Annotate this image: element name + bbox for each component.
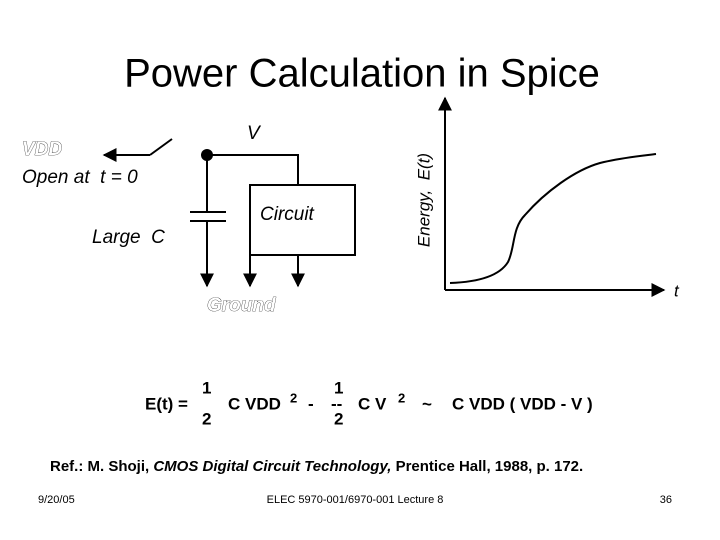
eq-exp: 2 [398, 390, 405, 405]
circuit-box [249, 184, 356, 256]
title: Power Calculation in Spice [124, 52, 600, 96]
eq-den: 2 [334, 409, 343, 428]
eq-op: - [308, 394, 314, 413]
ref-prefix: Ref.: M. Shoji, [50, 458, 153, 475]
reference: Ref.: M. Shoji, CMOS Digital Circuit Tec… [50, 458, 583, 475]
footer-page: 36 [660, 494, 672, 506]
switch [149, 138, 173, 156]
eq-term: C V [358, 394, 387, 413]
energy-plot: Energy, E(t) t [414, 96, 680, 300]
capacitor [190, 155, 226, 282]
wire [207, 154, 299, 185]
energy-curve [449, 153, 657, 284]
v-label: V [247, 123, 262, 144]
ref-suffix: Prentice Hall, 1988, p. 172. [391, 458, 583, 475]
footer-date: 9/20/05 [38, 494, 75, 506]
circuit-diagram: VDD Open at t = 0 V Large C Circuit Grou… [22, 123, 356, 316]
eq-num: 1 [202, 378, 211, 397]
eq-rhs: C VDD ( VDD - V ) [452, 394, 593, 413]
equation: E(t) = 1 2 C VDD 2 - 1 -- 2 C V 2 ~ C VD… [145, 378, 593, 428]
vdd-label: VDD [22, 139, 62, 160]
cap-label: Large C [92, 227, 165, 248]
eq-lhs: E(t) = [145, 394, 188, 413]
y-axis-label: Energy, E(t) [414, 153, 433, 247]
eq-term: C VDD [228, 394, 281, 413]
ground-label: Ground [207, 295, 276, 316]
eq-den: 2 [202, 409, 211, 428]
eq-num: 1 [334, 378, 343, 397]
footer-course: ELEC 5970-001/6970-001 Lecture 8 [267, 494, 444, 506]
eq-op: ~ [422, 394, 432, 413]
switch-label: Open at t = 0 [22, 167, 138, 188]
circuit-label: Circuit [260, 204, 315, 225]
ref-book: CMOS Digital Circuit Technology, [153, 458, 391, 475]
eq-exp: 2 [290, 390, 297, 405]
x-axis-label: t [674, 281, 680, 300]
eq-bar: -- [331, 394, 342, 413]
